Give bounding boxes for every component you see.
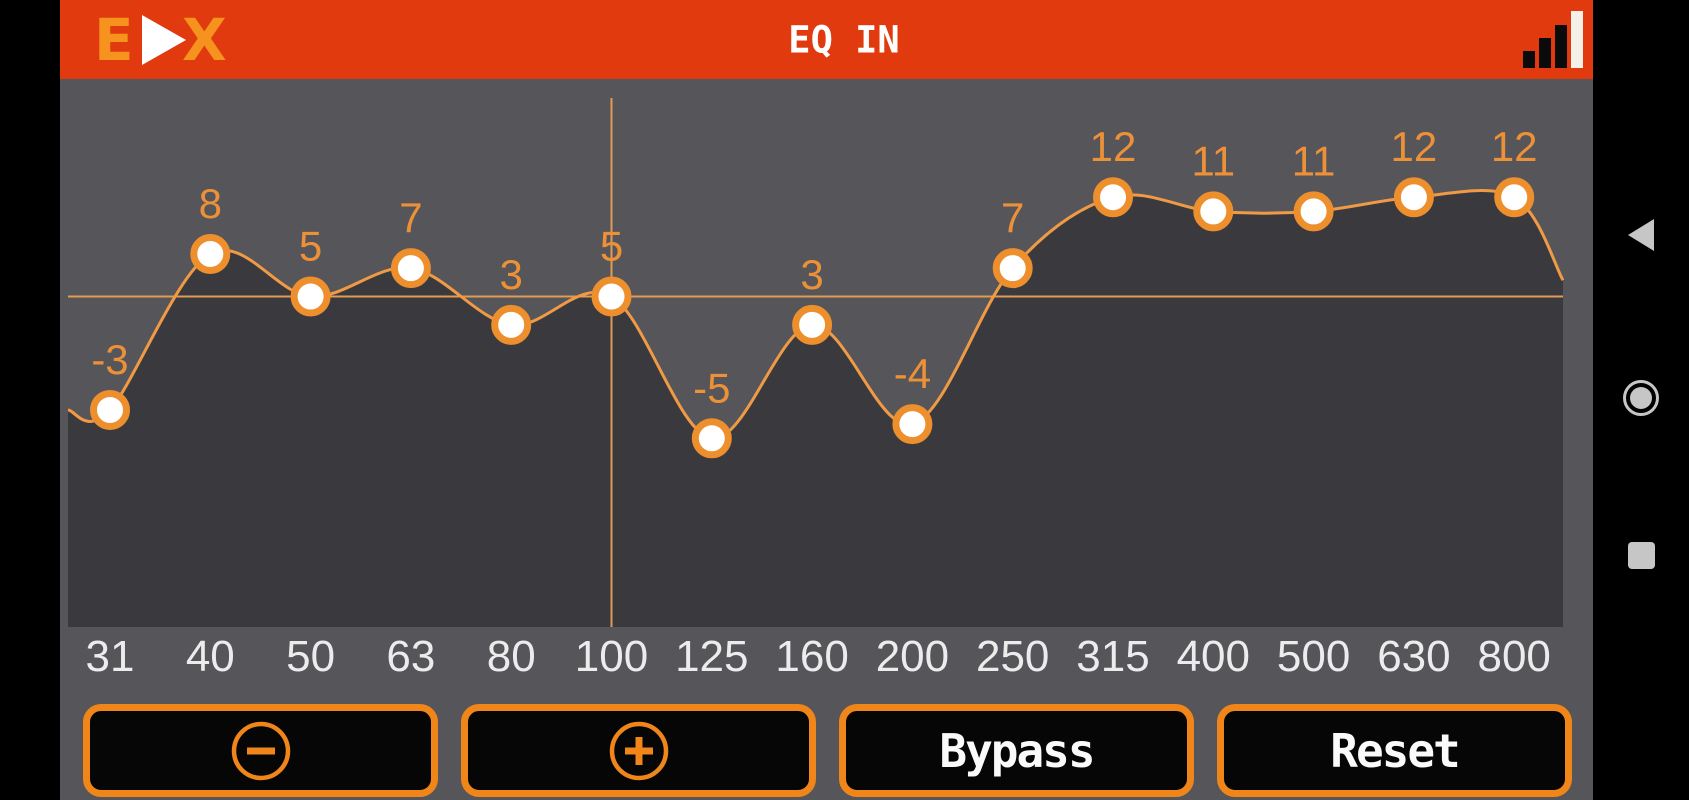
eq-band-handle-40[interactable] — [190, 233, 231, 274]
gain-decrease-button[interactable] — [83, 704, 438, 797]
x-axis-label-160: 160 — [775, 632, 848, 681]
x-axis-label-250: 250 — [976, 632, 1049, 681]
eq-band-handle-200[interactable] — [892, 404, 933, 445]
x-axis-label-100: 100 — [575, 632, 648, 681]
eq-band-handle-63[interactable] — [390, 248, 431, 289]
x-axis-label-800: 800 — [1477, 632, 1550, 681]
eq-band-value-250: 7 — [1001, 194, 1024, 241]
eq-band-handle-250[interactable] — [992, 248, 1033, 289]
eq-band-value-200: -4 — [894, 350, 931, 397]
recents-square-icon[interactable] — [1628, 542, 1655, 569]
x-axis-label-125: 125 — [675, 632, 748, 681]
minus-circle-icon — [231, 721, 290, 780]
x-axis-label-200: 200 — [876, 632, 949, 681]
x-axis-label-315: 315 — [1076, 632, 1149, 681]
x-axis-label-80: 80 — [487, 632, 536, 681]
logo-letter-x: X — [182, 13, 227, 67]
signal-bar-active — [1571, 11, 1583, 68]
signal-bar — [1555, 25, 1567, 68]
logo-letter-e: E — [94, 13, 134, 67]
eq-band-value-31: -3 — [91, 336, 128, 383]
eq-band-handle-50[interactable] — [290, 276, 331, 317]
eq-band-value-500: 11 — [1292, 137, 1336, 184]
x-axis-label-630: 630 — [1377, 632, 1450, 681]
logo-play-triangle-icon — [142, 15, 186, 65]
home-circle-dot — [1630, 387, 1652, 409]
signal-bars-icon — [1523, 10, 1583, 68]
eq-band-value-125: -5 — [693, 364, 730, 411]
eq-band-value-50: 5 — [299, 223, 322, 270]
x-axis-label-50: 50 — [286, 632, 335, 681]
eq-band-handle-100[interactable] — [591, 276, 632, 317]
home-circle-icon[interactable] — [1623, 380, 1659, 416]
signal-bar — [1539, 38, 1551, 68]
eq-band-handle-31[interactable] — [90, 389, 130, 430]
eq-band-value-40: 8 — [199, 180, 222, 227]
eq-band-handle-400[interactable] — [1193, 191, 1234, 232]
eq-band-value-100: 5 — [600, 223, 623, 270]
eq-band-value-160: 3 — [800, 251, 823, 298]
x-axis-label-400: 400 — [1177, 632, 1250, 681]
eq-band-value-63: 7 — [399, 194, 422, 241]
eq-curve-fill-area — [68, 190, 1563, 627]
signal-bar — [1523, 51, 1535, 68]
app-logo: E X — [94, 13, 227, 67]
eq-band-value-315: 12 — [1090, 123, 1137, 170]
eq-band-handle-80[interactable] — [491, 304, 532, 345]
x-axis-label-31: 31 — [86, 632, 135, 681]
eq-band-value-80: 3 — [500, 251, 523, 298]
eq-band-value-400: 11 — [1191, 137, 1235, 184]
reset-button[interactable]: Reset — [1217, 704, 1572, 797]
reset-button-label: Reset — [1330, 723, 1460, 778]
bypass-button[interactable]: Bypass — [839, 704, 1194, 797]
eq-band-value-630: 12 — [1391, 123, 1438, 170]
eq-band-handle-125[interactable] — [691, 418, 732, 459]
x-axis-label-63: 63 — [386, 632, 435, 681]
eq-band-handle-315[interactable] — [1093, 177, 1133, 218]
eq-band-value-800: 12 — [1491, 123, 1538, 170]
header-bar: E X EQ IN — [60, 0, 1593, 79]
bypass-button-label: Bypass — [939, 723, 1095, 778]
plus-circle-icon — [609, 721, 668, 780]
eq-band-handle-800[interactable] — [1494, 177, 1535, 218]
gain-increase-button[interactable] — [461, 704, 816, 797]
eq-band-handle-160[interactable] — [792, 304, 833, 345]
eq-band-handle-500[interactable] — [1293, 191, 1334, 232]
x-axis-label-40: 40 — [186, 632, 235, 681]
android-nav-bar — [1593, 0, 1689, 800]
x-axis-label-500: 500 — [1277, 632, 1350, 681]
page-title: EQ IN — [788, 18, 900, 61]
eq-band-handle-630[interactable] — [1393, 177, 1434, 218]
back-triangle-icon[interactable] — [1628, 219, 1654, 251]
